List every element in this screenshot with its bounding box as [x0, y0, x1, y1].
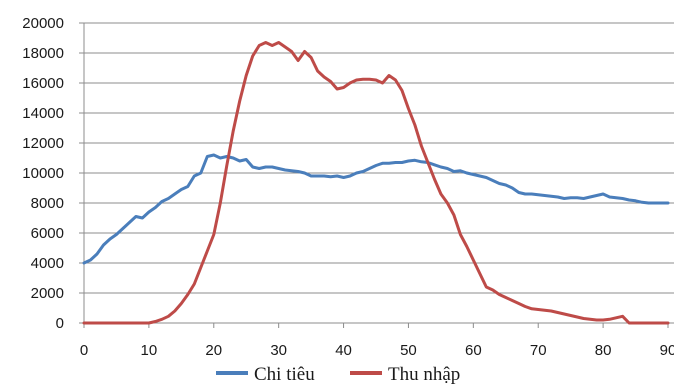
x-tick-label: 0 — [80, 342, 88, 359]
y-tick-label: 4000 — [31, 255, 64, 272]
x-tick-label: 90 — [660, 342, 674, 359]
y-tick-label: 6000 — [31, 225, 64, 242]
x-tick-label: 50 — [400, 342, 417, 359]
x-tick-label: 70 — [530, 342, 547, 359]
y-tick-label: 12000 — [22, 135, 64, 152]
legend-item-thu-nhap: Thu nhập — [350, 364, 460, 385]
x-tick-label: 10 — [141, 342, 158, 359]
x-tick-label: 30 — [270, 342, 287, 359]
y-tick-label: 2000 — [31, 285, 64, 302]
x-tick-label: 60 — [465, 342, 482, 359]
y-tick-label: 10000 — [22, 165, 64, 182]
legend-label: Thu nhập — [388, 364, 460, 385]
y-tick-label: 20000 — [22, 15, 64, 32]
y-tick-label: 18000 — [22, 45, 64, 62]
x-tick-label: 80 — [595, 342, 612, 359]
y-tick-label: 14000 — [22, 105, 64, 122]
legend-label: Chi tiêu — [254, 364, 315, 385]
y-tick-label: 0 — [56, 315, 64, 332]
series-line-thu-nhap — [82, 41, 670, 325]
series-chi-tieu — [82, 153, 670, 265]
gridlines — [84, 22, 674, 294]
x-tick-label: 40 — [335, 342, 352, 359]
x-axis-ticks: 0 10 20 30 40 50 60 70 80 90 — [80, 323, 674, 359]
y-tick-label: 16000 — [22, 75, 64, 92]
y-axis-ticks: 0 2000 4000 6000 8000 10000 12000 14000 16000 180… — [22, 15, 84, 332]
legend: Chi tiêu Thu nhập — [216, 364, 460, 385]
legend-item-chi-tieu: Chi tiêu — [216, 364, 315, 385]
x-tick-label: 20 — [205, 342, 222, 359]
series-thu-nhap — [82, 41, 670, 325]
y-tick-label: 8000 — [31, 195, 64, 212]
series-line-chi-tieu — [82, 153, 670, 265]
series-lines — [82, 41, 670, 325]
